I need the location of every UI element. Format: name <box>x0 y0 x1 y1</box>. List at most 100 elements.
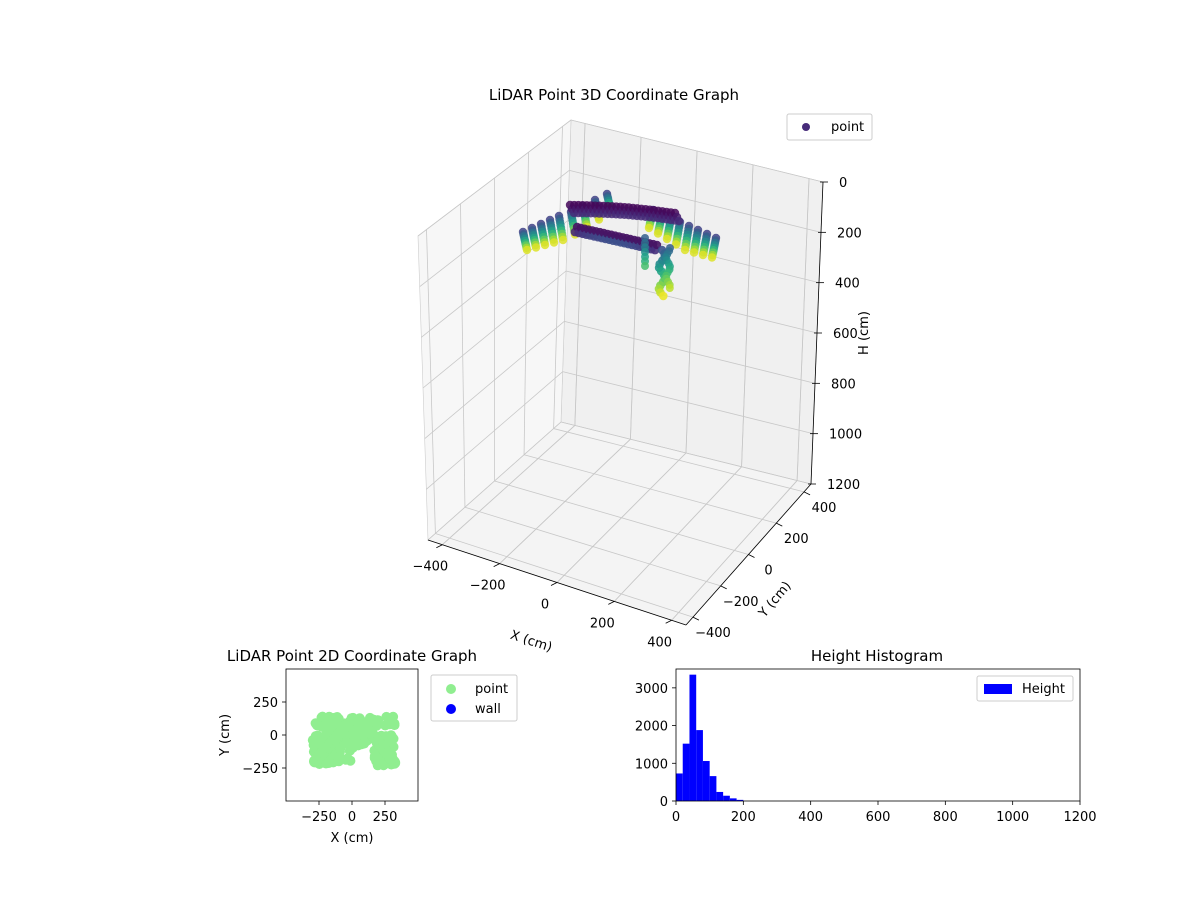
x-tick-label-histogram: 600 <box>866 810 891 825</box>
z-axis-3d-label: H (cm) <box>857 311 872 355</box>
x-tick-3d <box>493 563 500 567</box>
histogram-bars <box>676 674 744 801</box>
point-2d <box>354 713 365 724</box>
legend-2d-marker-wall <box>446 704 456 714</box>
legend-3d: point <box>786 113 873 141</box>
point-3d <box>594 215 604 224</box>
point-3d <box>671 240 681 249</box>
histogram-bar <box>709 776 717 801</box>
y-tick-label-3d: −400 <box>695 626 731 641</box>
legend-2d-marker-point <box>446 684 456 694</box>
legend-histogram-label: Height <box>1022 682 1065 697</box>
chart-2d: LiDAR Point 2D Coordinate Graph −250 0 250… <box>218 647 518 846</box>
z-tick-label-3d: 1000 <box>829 428 862 443</box>
point-3d <box>549 238 559 247</box>
point-3d <box>531 243 541 252</box>
point-2d <box>364 726 377 739</box>
point-3d <box>662 234 672 244</box>
grid-3d-y-floor <box>523 454 777 524</box>
grid-3d-z-back <box>565 270 818 334</box>
y-tick-label-3d: 200 <box>784 532 809 547</box>
z-tick-label-3d: 1200 <box>827 478 860 493</box>
legend-histogram-swatch <box>984 684 1012 694</box>
z-tick-label-3d: 600 <box>833 327 858 342</box>
grid-3d-z-left <box>426 371 563 490</box>
x-tick-label-histogram: 1000 <box>996 810 1029 825</box>
y-tick-label-2d: −250 <box>242 762 278 777</box>
histogram-bar <box>723 795 730 801</box>
x-tick-label-2d: −250 <box>301 810 337 825</box>
points-3d <box>518 189 721 301</box>
grid-3d-z-back <box>570 119 824 183</box>
y-tick-3d <box>748 554 755 558</box>
x-tick-label-histogram: 800 <box>933 810 958 825</box>
legend-histogram-box <box>976 675 1074 702</box>
grid-3d-z-left <box>424 321 565 439</box>
grid-3d-y-floor <box>494 480 749 555</box>
grid-3d-z-left <box>427 421 562 541</box>
point-3d <box>698 250 708 260</box>
x-tick-label-3d: −400 <box>412 560 448 575</box>
point-3d <box>522 245 532 255</box>
point-3d <box>674 216 684 226</box>
x-tick-label-histogram: 1200 <box>1063 810 1096 825</box>
z-tick-label-3d: 0 <box>839 176 847 191</box>
x-tick-3d <box>436 544 443 549</box>
grid-3d-z-back <box>569 169 822 233</box>
point-3d <box>558 235 568 245</box>
x-tick-label-3d: −200 <box>470 579 506 594</box>
y-tick-label-2d: 0 <box>270 729 278 744</box>
x-tick-label-2d: 250 <box>373 810 398 825</box>
y-tick-3d <box>776 522 783 527</box>
x-tick-3d <box>550 582 558 586</box>
legend-2d: point wall <box>430 674 518 722</box>
x-tick-3d <box>665 619 672 624</box>
point-2d <box>354 725 365 736</box>
grid-3d-y-floor <box>464 506 721 587</box>
ticks-2d: −250 0 250 250 0 −250 <box>242 696 397 825</box>
x-tick-label-histogram: 400 <box>798 810 823 825</box>
point-3d <box>653 229 663 238</box>
y-tick-3d <box>803 491 811 496</box>
y-tick-label-2d: 250 <box>253 696 278 711</box>
point-3d <box>665 284 674 292</box>
point-3d <box>689 248 699 257</box>
x-tick-label-histogram: 200 <box>731 810 756 825</box>
point-3d <box>707 253 717 262</box>
y-tick-label-3d: −200 <box>723 595 759 610</box>
z-tick-label-3d: 800 <box>831 377 856 392</box>
legend-histogram: Height <box>976 675 1074 702</box>
legend-2d-label-wall: wall <box>475 702 501 717</box>
point-2d <box>380 720 391 731</box>
legend-3d-marker <box>802 123 810 131</box>
x-axis-2d-label: X (cm) <box>331 831 374 846</box>
point-2d <box>351 738 362 748</box>
point-2d <box>335 726 348 739</box>
ticks-3d: −400 −200 0 200 400 −400 −200 0 200 400 0 200 400 600… <box>412 176 862 650</box>
point-3d <box>680 245 690 255</box>
grid-3d-z-back <box>562 371 814 435</box>
point-3d <box>540 240 550 250</box>
chart-3d-title: LiDAR Point 3D Coordinate Graph <box>489 86 739 104</box>
y-tick-label-histogram: 0 <box>660 795 668 810</box>
grid-3d-z-left <box>422 270 567 389</box>
y-tick-label-histogram: 1000 <box>635 757 668 772</box>
chart-histogram: Height Histogram 0 200 400 600 800 1000 1200 0 1… <box>635 647 1097 825</box>
grid-3d-y-floor <box>435 533 694 618</box>
x-tick-3d <box>608 601 615 605</box>
y-tick-label-3d: 400 <box>812 501 837 516</box>
point-2d <box>345 755 356 766</box>
point-2d <box>310 735 320 746</box>
point-2d <box>323 758 334 768</box>
grid-3d-z-back <box>564 320 816 384</box>
y-tick-label-histogram: 2000 <box>635 720 668 735</box>
y-tick-3d <box>692 616 700 621</box>
point-2d <box>365 712 375 723</box>
y-axis-2d-label: Y (cm) <box>218 714 233 757</box>
z-tick-label-3d: 400 <box>835 277 860 292</box>
x-tick-label-3d: 400 <box>647 635 672 650</box>
point-2d <box>341 719 352 730</box>
x-tick-label-3d: 200 <box>590 616 615 631</box>
x-tick-label-3d: 0 <box>541 598 549 613</box>
